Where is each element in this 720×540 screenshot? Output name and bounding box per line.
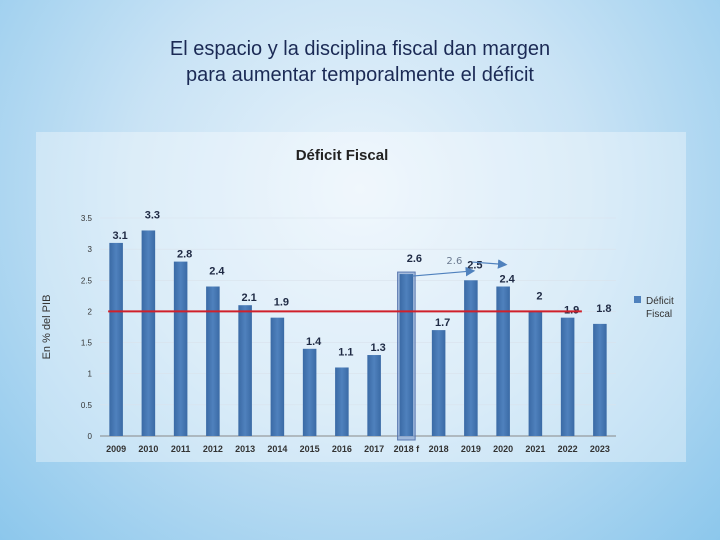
chart-panel: Déficit Fiscal En % del PIB 0 0.5 1 1.5 2 2.5 3 3… (36, 132, 686, 462)
x-tick-label: 2010 (138, 444, 158, 454)
x-tick-label: 2011 (171, 444, 191, 454)
slide-title-line-2: para aumentar temporalmente el déficit (186, 64, 534, 86)
bar (238, 305, 252, 436)
bar (528, 311, 543, 436)
data-label: 2.4 (499, 274, 515, 286)
bar (431, 330, 446, 436)
legend-label: Déficit (646, 296, 674, 307)
y-tick-label: 1.5 (81, 339, 93, 348)
data-label: 3.1 (112, 230, 127, 242)
bar (141, 230, 156, 436)
x-tick-label: 2016 (332, 444, 352, 454)
legend-label: Fiscal (646, 309, 672, 320)
annotation-arrow (472, 259, 508, 269)
data-label: 2.1 (241, 292, 256, 304)
data-label: 3.3 (145, 209, 160, 221)
bar (593, 323, 607, 436)
x-tick-label: 2021 (525, 444, 545, 454)
bar (302, 348, 317, 436)
data-label: 2.5 (467, 259, 482, 271)
y-tick-label: 0.5 (81, 401, 93, 410)
y-tick-label: 0 (88, 432, 93, 441)
data-label: 2 (536, 290, 542, 302)
legend-swatch (634, 296, 641, 303)
slide-title: El espacio y la disciplina fiscal dan ma… (60, 36, 660, 88)
slide-title-line-1: El espacio y la disciplina fiscal dan ma… (169, 38, 551, 60)
bar (399, 274, 414, 436)
data-label: 1.7 (435, 317, 450, 329)
y-tick-label: 3.5 (81, 214, 93, 223)
data-label: 2.8 (177, 249, 192, 261)
chart-title: Déficit Fiscal (296, 147, 389, 164)
bar (206, 286, 220, 436)
x-tick-label: 2017 (364, 444, 384, 454)
x-tick-label: 2018 (429, 444, 449, 454)
x-tick-label: 2015 (300, 444, 320, 454)
x-tick-label: 2023 (590, 444, 610, 454)
x-tick-label: 2012 (203, 444, 223, 454)
data-label: 1.4 (306, 336, 322, 348)
x-tick-label: 2009 (106, 444, 126, 454)
bar (173, 261, 188, 436)
x-tick-label: 2013 (235, 444, 255, 454)
y-tick-label: 2.5 (81, 276, 93, 285)
annotation-label: 2.6 (446, 256, 462, 267)
bar (335, 367, 349, 436)
data-label: 1.3 (370, 342, 385, 354)
y-axis-label: En % del PIB (41, 295, 53, 360)
x-tick-label: 2018 f (394, 444, 421, 454)
data-label: 1.1 (338, 346, 353, 358)
bar (496, 286, 510, 436)
data-label: 1.8 (596, 303, 611, 315)
deficit-chart: Déficit Fiscal En % del PIB 0 0.5 1 1.5 2 2.5 3 3… (41, 147, 674, 454)
x-tick-label: 2019 (461, 444, 481, 454)
bar (464, 280, 478, 436)
y-tick-label: 2 (88, 307, 93, 316)
data-label: 2.6 (407, 253, 422, 265)
bar (270, 317, 285, 436)
x-tick-label: 2020 (493, 444, 513, 454)
y-tick-label: 3 (88, 245, 93, 254)
y-tick-label: 1 (88, 370, 93, 379)
bar (560, 317, 575, 436)
annotation-arrow (412, 266, 476, 277)
bar (109, 242, 123, 436)
data-label: 1.9 (274, 297, 289, 309)
x-tick-label: 2022 (558, 444, 578, 454)
bar (367, 355, 381, 436)
data-label: 2.4 (209, 266, 225, 278)
x-tick-label: 2014 (267, 444, 287, 454)
